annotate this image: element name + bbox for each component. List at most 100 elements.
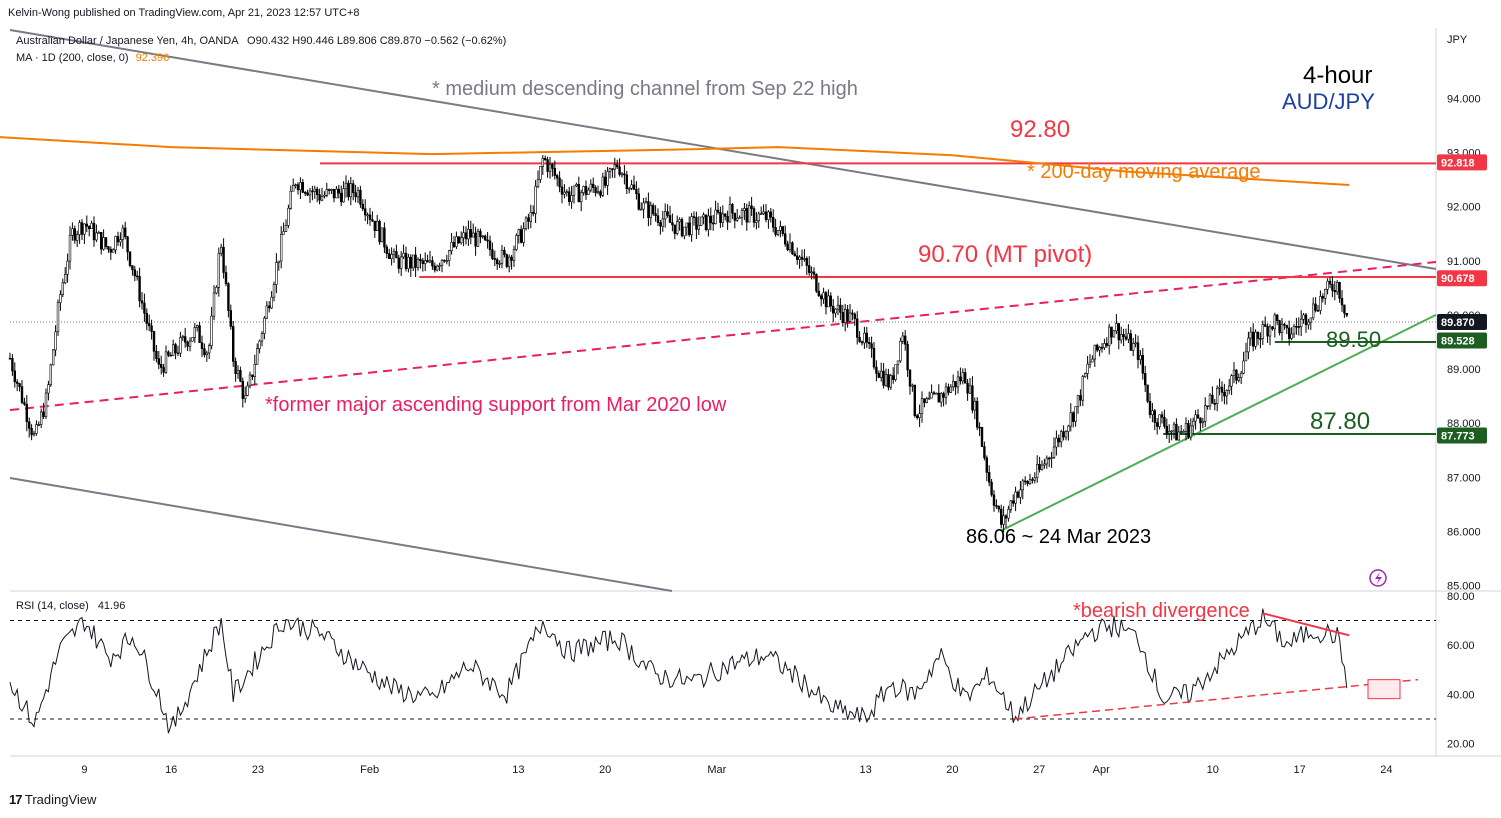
candle-body — [769, 211, 773, 218]
candle-body — [335, 188, 338, 199]
rsi-legend-label: RSI (14, close) — [16, 600, 89, 612]
candle-body — [169, 354, 172, 357]
price-tag-box — [1437, 313, 1487, 330]
candle-body — [731, 204, 734, 214]
candle-body — [695, 217, 698, 230]
divergence-annotation: *bearish divergence — [1073, 600, 1250, 622]
candle-body — [464, 232, 468, 240]
candle-body — [64, 274, 67, 284]
candle-body — [339, 192, 343, 203]
candle-body — [251, 374, 254, 377]
candle-body — [311, 190, 314, 193]
candle-body — [726, 216, 729, 223]
candle-body — [325, 189, 328, 196]
candle-body — [203, 348, 206, 356]
candle-body — [721, 213, 725, 223]
candle-body — [253, 363, 256, 377]
candle-body — [306, 192, 309, 196]
candle-body — [433, 265, 436, 271]
candle-body — [1132, 343, 1135, 351]
candle-body — [1184, 422, 1188, 432]
candle-body — [723, 213, 727, 217]
candle-body — [738, 217, 741, 219]
rsi-legend-value: 41.96 — [97, 600, 126, 612]
candle-body — [973, 400, 977, 411]
candle-body — [88, 226, 91, 230]
candle-body — [452, 241, 456, 247]
lightning-icon[interactable] — [1369, 569, 1387, 587]
candle-body — [366, 214, 369, 217]
candle-body — [647, 201, 650, 218]
candle-body — [1266, 326, 1269, 337]
candle-body — [887, 374, 890, 388]
candle-body — [320, 195, 324, 201]
candle-body — [13, 370, 16, 383]
candle-body — [1081, 376, 1085, 401]
level-9070-label: 90.70 (MT pivot) — [918, 241, 1093, 268]
candle-body — [347, 182, 350, 198]
candle-body — [1297, 326, 1301, 328]
tradingview-logo[interactable]: 17 TradingView — [9, 792, 96, 807]
candle-body — [865, 332, 869, 343]
candle-body — [272, 284, 276, 298]
candle-body — [1261, 324, 1265, 339]
candle-body — [1052, 446, 1056, 458]
candle-body — [97, 232, 101, 234]
candle-body — [1213, 403, 1217, 405]
candle-body — [1228, 385, 1231, 391]
candle-body — [198, 325, 201, 343]
candle-body — [714, 209, 717, 224]
rsi-support-dashed — [1014, 678, 1419, 720]
candle-body — [469, 228, 472, 238]
candle-body — [853, 313, 857, 320]
candle-body — [150, 325, 153, 332]
time-axis-tick: 20 — [946, 764, 958, 776]
candle-body — [390, 253, 393, 259]
candle-body — [755, 220, 758, 223]
candle-body — [1016, 491, 1020, 498]
candle-body — [20, 386, 24, 403]
candle-body — [567, 191, 571, 202]
price-axis-tick: 85.000 — [1447, 581, 1481, 593]
candle-body — [1067, 425, 1070, 432]
candle-body — [939, 393, 943, 403]
candle-body — [692, 216, 696, 218]
candle-body — [148, 323, 151, 327]
candle-body — [1276, 314, 1279, 321]
candle-body — [265, 305, 268, 319]
candle-body — [1153, 410, 1157, 423]
candle-body — [1264, 324, 1267, 327]
candle-body — [301, 182, 304, 193]
candle-body — [591, 183, 595, 188]
candle-body — [35, 424, 38, 434]
candle-body — [155, 351, 158, 359]
candle-body — [392, 251, 396, 255]
candle-body — [728, 204, 732, 223]
candle-body — [308, 190, 312, 196]
candle-body — [488, 240, 492, 250]
candle-body — [112, 249, 115, 253]
candle-body — [90, 222, 93, 230]
candle-body — [584, 186, 588, 195]
candle-body — [337, 188, 340, 194]
candle-body — [553, 168, 557, 176]
candle-body — [440, 259, 444, 266]
candle-body — [124, 227, 127, 238]
candle-body — [8, 357, 12, 360]
candle-body — [512, 249, 516, 261]
candle-body — [711, 222, 715, 225]
candle-body — [543, 158, 547, 160]
candle-body — [678, 219, 681, 223]
candle-body — [803, 258, 806, 260]
candle-body — [138, 276, 141, 302]
candle-body — [164, 351, 168, 373]
candle-body — [956, 376, 960, 388]
candle-body — [421, 260, 424, 265]
candle-body — [263, 317, 266, 334]
candle-body — [959, 376, 962, 382]
candle-body — [241, 380, 244, 399]
candle-body — [570, 195, 573, 202]
candle-body — [54, 331, 57, 351]
candle-body — [539, 166, 542, 180]
candle-body — [1247, 337, 1250, 353]
